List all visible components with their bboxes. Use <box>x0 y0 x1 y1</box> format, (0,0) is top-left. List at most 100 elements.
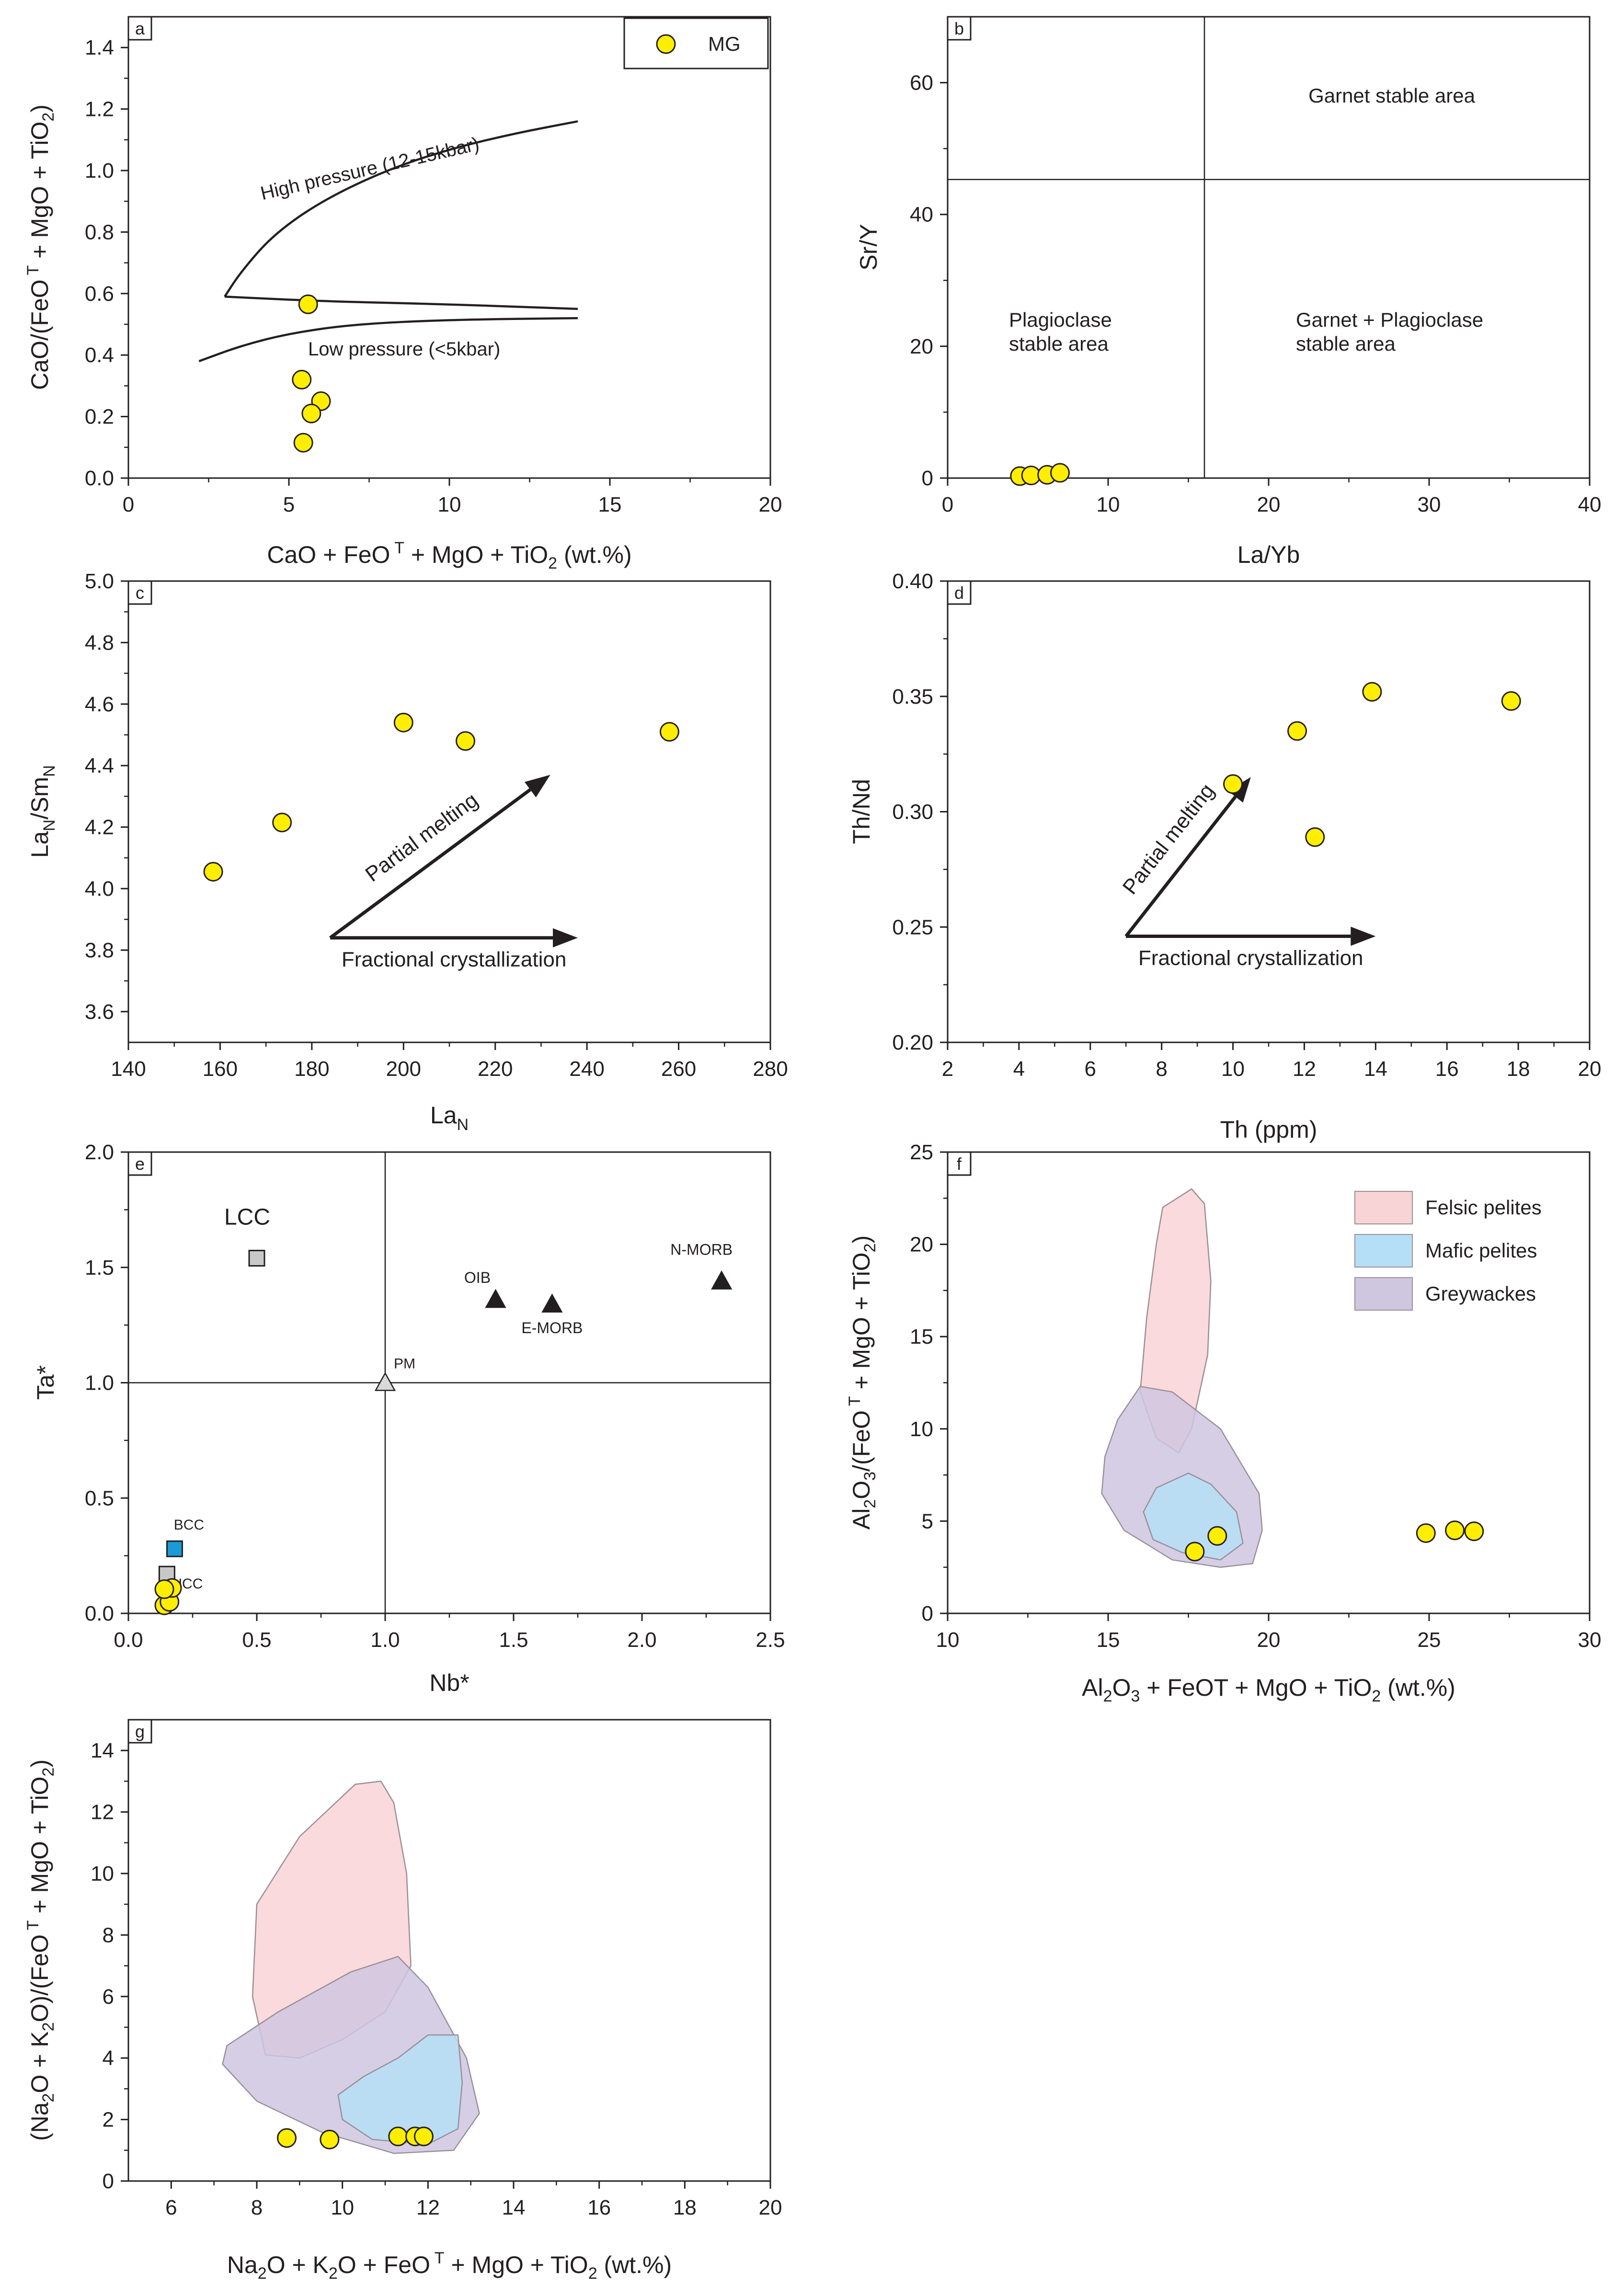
x-tick-label: 10 <box>1097 493 1120 516</box>
y-tick-label: 5 <box>922 1509 933 1533</box>
point-mg <box>1501 691 1521 711</box>
x-tick-label: 240 <box>569 1057 604 1081</box>
y-tick-label: 0.40 <box>892 570 933 593</box>
y-tick-label: 8 <box>103 1923 114 1947</box>
label-n-morb: N-MORB <box>670 1241 733 1258</box>
x-tick-label: 0 <box>942 493 953 516</box>
annotation-garnet-plagioclase-2: stable area <box>1296 332 1396 355</box>
arrow-label-fractional-crystallization: Fractional crystallization <box>1138 947 1363 970</box>
x-tick-label: 40 <box>1578 493 1602 516</box>
y-tick-label: 14 <box>91 1739 114 1762</box>
y-tick-label: 40 <box>910 203 933 227</box>
x-tick-label: 280 <box>753 1057 788 1081</box>
y-tick-label: 12 <box>91 1801 114 1824</box>
y-tick-label: 2 <box>103 2108 114 2132</box>
panel-tag-box <box>947 1151 972 1176</box>
point-mg <box>393 712 413 732</box>
y-axis-label: CaO/(FeO T + MgO + TiO2) <box>24 104 57 390</box>
point-mg <box>301 403 321 423</box>
x-tick-label: 6 <box>1085 1057 1096 1081</box>
x-tick-label: 2 <box>942 1057 953 1081</box>
x-tick-label: 15 <box>1097 1628 1120 1652</box>
x-tick-label: 8 <box>1156 1057 1167 1081</box>
legend: MG <box>623 17 769 69</box>
panel-g: 6 8 10 12 14 16 18 20 0 2 4 6 8 10 12 14 g Na2O + K2O +… <box>24 1719 782 2283</box>
x-axis-label: Th (ppm) <box>1220 1116 1317 1143</box>
x-tick-label: 12 <box>416 2196 440 2219</box>
y-tick-label: 4 <box>103 2046 114 2070</box>
y-tick-label: 4.0 <box>85 877 114 901</box>
x-tick-label: 260 <box>661 1057 696 1081</box>
y-tick-label: 4.6 <box>85 693 114 716</box>
marker-oib <box>485 1289 506 1308</box>
y-tick-label: 0.6 <box>85 282 114 306</box>
point-mg <box>1185 1542 1205 1562</box>
y-tick-label: 0 <box>922 467 933 490</box>
y-tick-label: 25 <box>910 1141 933 1164</box>
point-mg <box>293 433 313 453</box>
y-tick-label: 20 <box>910 1233 933 1257</box>
arrow-head <box>524 775 550 798</box>
y-tick-label: 0.8 <box>85 220 114 244</box>
y-tick-label: 1.4 <box>85 36 114 59</box>
x-tick-label: 30 <box>1578 1628 1602 1652</box>
x-axis-label: LaN <box>430 1102 469 1134</box>
y-tick-label: 10 <box>91 1862 114 1885</box>
x-tick-label: 20 <box>759 2196 782 2219</box>
y-tick-label: 4.4 <box>85 754 114 777</box>
arrow-head <box>1351 926 1376 946</box>
legend-label-felsic: Felsic pelites <box>1425 1196 1542 1219</box>
legend-box <box>623 17 769 69</box>
annotation-low-pressure: Low pressure (<5kbar) <box>308 339 500 360</box>
x-tick-label: 15 <box>598 493 622 516</box>
point-mg <box>1050 463 1070 483</box>
label-e-morb: E-MORB <box>521 1319 583 1336</box>
x-tick-label: 1.0 <box>370 1628 400 1652</box>
y-tick-label: 1.2 <box>85 98 114 121</box>
curve-upper-middle-boundary <box>224 295 578 310</box>
x-tick-label: 14 <box>1364 1057 1387 1081</box>
panel-tag-box <box>127 580 152 605</box>
x-tick-label: 18 <box>673 2196 697 2219</box>
x-tick-label: 0 <box>123 493 134 516</box>
point-mg <box>1445 1520 1465 1541</box>
y-tick-label: 0.0 <box>85 467 114 490</box>
annotation-garnet-plagioclase: Garnet + Plagioclase <box>1296 308 1483 331</box>
x-tick-label: 18 <box>1507 1057 1530 1081</box>
y-axis-label: LaN/SmN <box>26 765 58 858</box>
marker-lcc <box>248 1249 265 1267</box>
label-pm: PM <box>394 1356 415 1372</box>
y-tick-label: 0.5 <box>85 1486 114 1510</box>
panel-tag: a <box>135 19 145 38</box>
y-tick-label: 15 <box>910 1325 933 1348</box>
legend-label-mg: MG <box>708 33 741 55</box>
point-mg <box>1362 682 1382 702</box>
legend-swatch-mafic <box>1354 1234 1413 1268</box>
marker-pm <box>374 1371 396 1391</box>
point-mg <box>277 2128 297 2148</box>
x-tick-label: 5 <box>283 493 295 516</box>
y-tick-label: 6 <box>103 1985 114 2009</box>
point-mg <box>320 2129 340 2149</box>
x-axis-label: Al2O3 + FeOT + MgO + TiO2 (wt.%) <box>1082 1674 1455 1705</box>
y-axis-label: (Na2O + K2O)/(FeO T + MgO + TiO2) <box>24 1759 57 2141</box>
y-tick-label: 0.30 <box>892 800 933 824</box>
point-mg <box>272 812 292 833</box>
point-mg <box>154 1579 174 1599</box>
panel-tag: f <box>957 1154 962 1174</box>
x-tick-label: 20 <box>1578 1057 1602 1081</box>
y-tick-label: 0.35 <box>892 685 933 708</box>
x-axis-label: Na2O + K2O + FeO T + MgO + TiO2 (wt.%) <box>227 2249 672 2283</box>
legend-swatch-greywacke <box>1354 1277 1413 1311</box>
point-mg <box>298 294 318 314</box>
legend: Felsic pelites Mafic pelites Greywackes <box>1354 1191 1542 1311</box>
panel-tag: d <box>954 583 964 603</box>
panel-tag: b <box>954 19 964 38</box>
x-tick-label: 25 <box>1418 1628 1441 1652</box>
y-tick-label: 10 <box>910 1417 933 1441</box>
curve-low-pressure-boundary <box>198 317 578 363</box>
arrow-shaft <box>329 788 531 939</box>
x-tick-label: 10 <box>1221 1057 1245 1081</box>
y-axis-label: Ta* <box>32 1365 59 1400</box>
y-tick-label: 0.25 <box>892 915 933 939</box>
